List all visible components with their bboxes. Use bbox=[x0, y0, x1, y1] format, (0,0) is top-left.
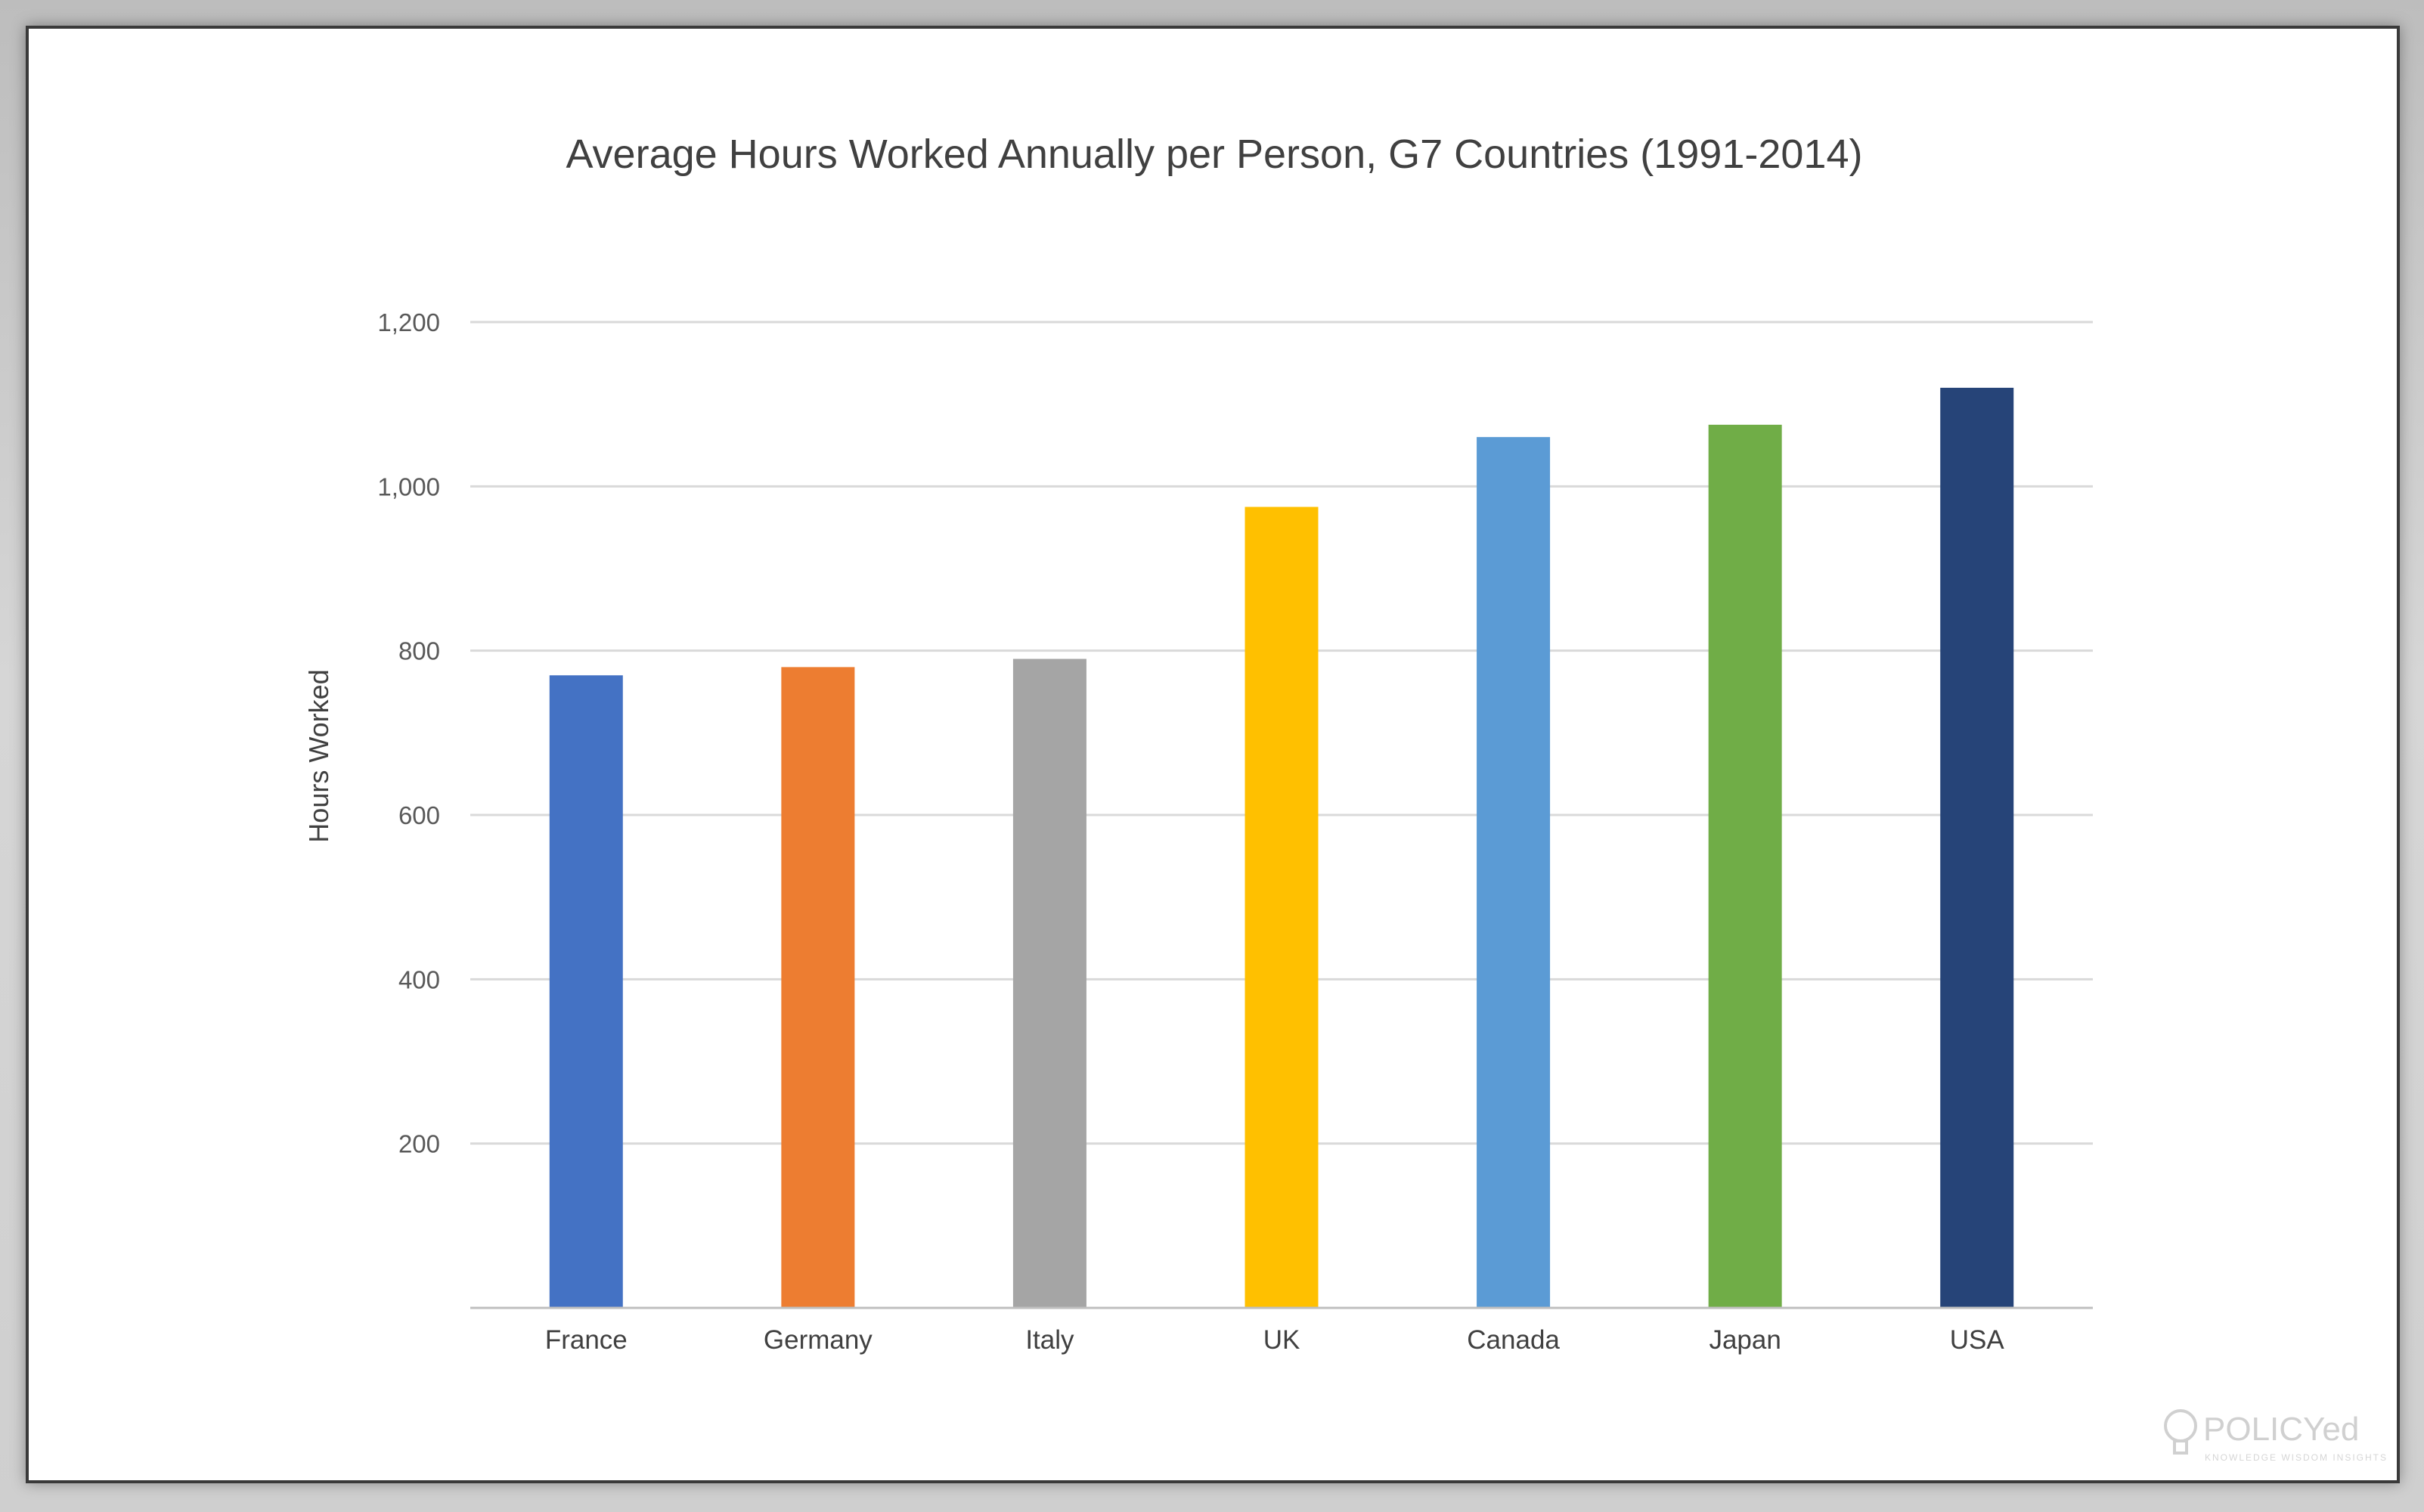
y-tick-label: 200 bbox=[398, 1130, 440, 1158]
x-tick-label: France bbox=[545, 1325, 628, 1355]
bar-germany bbox=[781, 667, 855, 1308]
y-tick-label: 1,000 bbox=[377, 472, 440, 500]
bar-japan bbox=[1708, 424, 1782, 1309]
y-tick-label: 400 bbox=[398, 965, 440, 993]
y-tick-label: 800 bbox=[398, 637, 440, 665]
bar-france bbox=[549, 675, 623, 1308]
x-tick-label: Japan bbox=[1709, 1325, 1781, 1355]
x-tick-label: Germany bbox=[764, 1325, 873, 1355]
gridlines bbox=[470, 321, 2093, 1145]
y-tick-label: 1,200 bbox=[377, 308, 440, 336]
chart-title: Average Hours Worked Annually per Person… bbox=[566, 132, 1863, 177]
x-tick-label: Canada bbox=[1467, 1325, 1560, 1355]
x-axis-labels: France Germany Italy UK Canada Japan USA bbox=[545, 1325, 2005, 1355]
x-tick-label: USA bbox=[1950, 1325, 2005, 1355]
watermark-text: POLICYed bbox=[2203, 1411, 2359, 1448]
y-axis-ticks: 200 400 600 800 1,000 1,200 bbox=[377, 308, 440, 1158]
bar-canada bbox=[1477, 437, 1551, 1309]
y-tick-label: 600 bbox=[398, 801, 440, 829]
x-tick-label: UK bbox=[1263, 1325, 1300, 1355]
x-tick-label: Italy bbox=[1025, 1325, 1074, 1355]
bar-usa bbox=[1940, 387, 2014, 1308]
y-axis-label: Hours Worked bbox=[303, 669, 334, 842]
policyed-watermark: POLICYed KNOWLEDGE WISDOM INSIGHTS bbox=[2164, 1409, 2388, 1463]
bar-uk bbox=[1245, 507, 1319, 1308]
lightbulb-icon bbox=[2164, 1409, 2197, 1455]
bars bbox=[549, 387, 2014, 1309]
watermark-tagline: KNOWLEDGE WISDOM INSIGHTS bbox=[2205, 1452, 2388, 1463]
bar-italy bbox=[1012, 658, 1086, 1308]
